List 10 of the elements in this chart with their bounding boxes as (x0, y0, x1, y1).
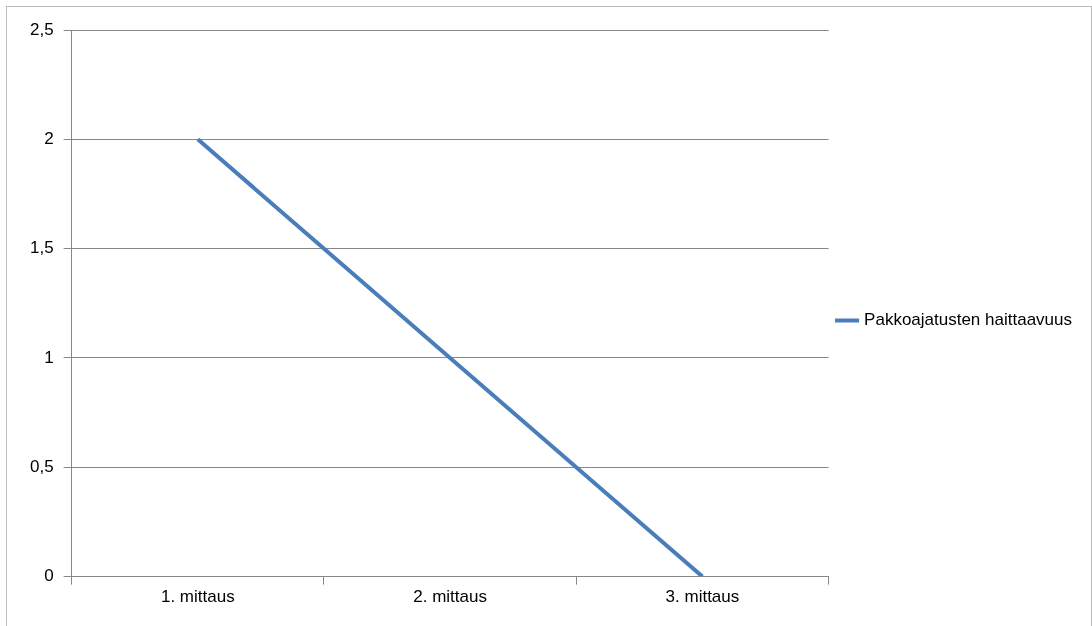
y-tick-label: 2,5 (29, 19, 54, 39)
y-tick-label: 1,5 (29, 238, 54, 258)
y-tick-label: 1 (44, 347, 54, 367)
x-tick-label: 2. mittaus (413, 587, 487, 607)
legend-label: Pakkoajatusten haittaavuus (864, 310, 1072, 330)
x-tick-label: 3. mittaus (665, 587, 740, 607)
x-tick-label: 1. mittaus (160, 587, 235, 607)
y-tick-label: 0,5 (29, 456, 54, 476)
y-tick-label: 2 (44, 129, 54, 149)
y-tick-label: 0 (44, 566, 54, 586)
